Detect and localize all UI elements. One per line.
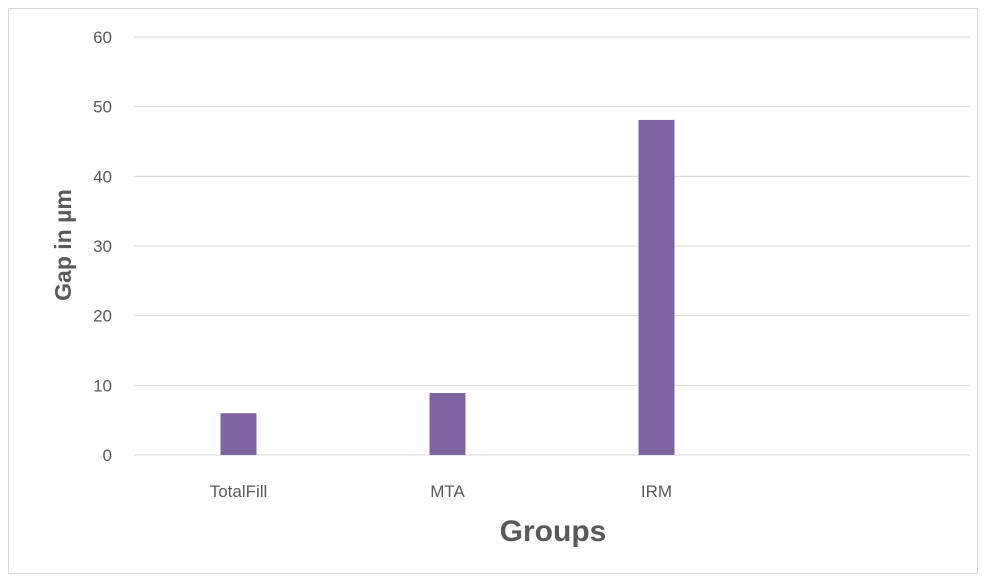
y-axis-title: Gap in µm <box>50 189 76 301</box>
y-tick-label: 30 <box>93 237 112 256</box>
x-axis-title: Groups <box>500 515 607 548</box>
x-axis-ticks: TotalFill MTA IRM <box>210 482 672 501</box>
bar-totalfill <box>220 413 257 455</box>
bars <box>220 119 675 456</box>
bar-irm <box>638 119 675 456</box>
y-axis-ticks: 0 10 20 30 40 50 60 <box>93 28 112 465</box>
y-tick-label: 60 <box>93 28 112 47</box>
y-tick-label: 20 <box>93 307 112 326</box>
x-tick-label: IRM <box>641 482 672 501</box>
x-tick-label: TotalFill <box>210 482 268 501</box>
bar-mta <box>429 392 466 455</box>
gridlines <box>134 36 970 456</box>
x-tick-label: MTA <box>430 482 465 501</box>
y-tick-label: 40 <box>93 167 112 186</box>
y-tick-label: 50 <box>93 98 112 117</box>
chart-frame <box>8 8 978 574</box>
y-tick-label: 0 <box>103 446 112 465</box>
y-tick-label: 10 <box>93 376 112 395</box>
